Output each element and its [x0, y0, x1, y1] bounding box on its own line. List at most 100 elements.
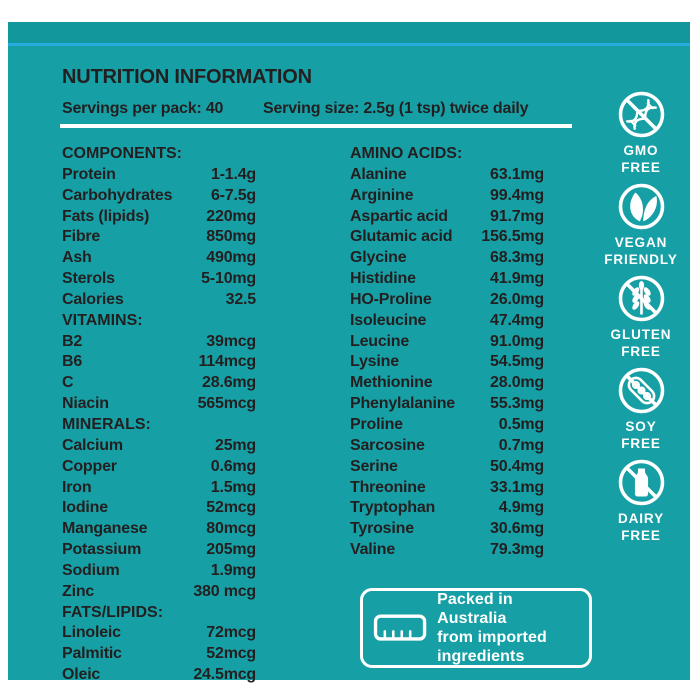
table-row: Tyrosine 30.6mg	[350, 519, 544, 540]
table-row: HO-Proline 26.0mg	[350, 290, 544, 311]
row-value: 850mg	[206, 228, 256, 246]
header-divider	[60, 124, 572, 128]
packed-text: Packed in Australia from imported ingred…	[437, 591, 547, 665]
table-row: MINERALS:	[62, 415, 256, 436]
row-value: 5-10mg	[201, 270, 256, 288]
row-label: Sodium	[62, 561, 120, 579]
row-value: 1.5mg	[210, 478, 256, 496]
badge-label: DAIRY FREE	[617, 511, 664, 543]
row-label: Alanine	[350, 165, 407, 183]
badge-label: GLUTEN FREE	[610, 327, 672, 359]
table-row: Phenylalanine 55.3mg	[350, 394, 544, 415]
badge-label: GMO FREE	[621, 143, 661, 175]
row-value: 0.6mg	[210, 457, 256, 475]
row-label: Phenylalanine	[350, 395, 455, 413]
row-value: 68.3mg	[490, 249, 544, 267]
row-value: 47.4mg	[490, 311, 544, 329]
table-row: Oleic 24.5mcg	[62, 665, 256, 686]
ruler-icon	[373, 614, 427, 641]
row-value: 91.0mg	[490, 332, 544, 350]
row-label: B2	[62, 332, 83, 350]
table-row: Serine 50.4mg	[350, 457, 544, 478]
no-gluten-icon	[618, 275, 664, 322]
row-label: Iodine	[62, 499, 108, 517]
nutrition-table-amino-acids: AMINO ACIDS: Alanine 63.1mg Arginine 99.…	[350, 144, 544, 561]
badge-vegan-friendly: VEGAN FRIENDLY	[592, 182, 690, 268]
row-label: Histidine	[350, 270, 416, 288]
row-label: Protein	[62, 165, 116, 183]
row-label: Methionine	[350, 374, 433, 392]
row-label: Threonine	[350, 478, 426, 496]
row-label: Calories	[62, 290, 124, 308]
page-title: NUTRITION INFORMATION	[62, 66, 312, 88]
row-label: Isoleucine	[350, 311, 427, 329]
badge-gmo-free: GMO FREE	[592, 90, 690, 176]
dietary-badges: GMO FREE VEGAN FRIENDLY	[592, 90, 690, 550]
row-value: 6-7.5g	[210, 186, 256, 204]
table-row: Methionine 28.0mg	[350, 373, 544, 394]
row-label: Calcium	[62, 436, 123, 454]
table-row: Palmitic 52mcg	[62, 644, 256, 665]
row-value: 220mg	[206, 207, 256, 225]
serving-size: Serving size: 2.5g (1 tsp) twice daily	[263, 100, 529, 117]
row-label: Leucine	[350, 332, 410, 350]
table-row: Arginine 99.4mg	[350, 186, 544, 207]
badge-dairy-free: DAIRY FREE	[592, 458, 690, 544]
row-label: Serine	[350, 457, 398, 475]
table-row: Ash 490mg	[62, 248, 256, 269]
row-value: 0.5mg	[498, 415, 544, 433]
row-value: 80mcg	[206, 520, 256, 538]
row-label: Tryptophan	[350, 499, 436, 517]
row-value: 55.3mg	[490, 395, 544, 413]
row-value: 1-1.4g	[210, 165, 256, 183]
table-row: Sterols 5-10mg	[62, 269, 256, 290]
row-label: Sterols	[62, 270, 115, 288]
row-label: COMPONENTS:	[62, 145, 182, 162]
row-label: Linoleic	[62, 624, 121, 642]
row-value: 52mcg	[206, 499, 256, 517]
row-label: AMINO ACIDS:	[350, 145, 463, 162]
row-value: 26.0mg	[490, 290, 544, 308]
row-value: 99.4mg	[490, 186, 544, 204]
table-row: Sarcosine 0.7mg	[350, 436, 544, 457]
row-value: 205mg	[206, 541, 256, 559]
table-row: Fats (lipids) 220mg	[62, 207, 256, 228]
row-label: Proline	[350, 415, 403, 433]
table-row: FATS/LIPIDS:	[62, 603, 256, 624]
table-row: Valine 79.3mg	[350, 540, 544, 561]
row-label: Arginine	[350, 186, 414, 204]
table-row: Lysine 54.5mg	[350, 352, 544, 373]
no-soy-icon	[618, 367, 664, 414]
row-value: 380 mcg	[193, 582, 256, 600]
row-value: 32.5	[225, 290, 257, 308]
row-value: 72mcg	[206, 624, 256, 642]
badge-soy-free: SOY FREE	[592, 366, 690, 452]
top-accent-band	[8, 22, 690, 46]
table-row: Proline 0.5mg	[350, 415, 544, 436]
row-value: 0.7mg	[498, 436, 544, 454]
row-value: 50.4mg	[490, 457, 544, 475]
row-label: Sarcosine	[350, 436, 425, 454]
table-row: Calories 32.5	[62, 290, 256, 311]
row-label: Lysine	[350, 353, 399, 371]
table-row: Tryptophan 4.9mg	[350, 498, 544, 519]
row-label: HO-Proline	[350, 290, 432, 308]
table-row: Copper 0.6mg	[62, 457, 256, 478]
row-label: Manganese	[62, 520, 148, 538]
row-value: 490mg	[206, 249, 256, 267]
no-dairy-icon	[618, 459, 664, 506]
row-label: Tyrosine	[350, 520, 414, 538]
row-label: Palmitic	[62, 645, 122, 663]
row-value: 91.7mg	[490, 207, 544, 225]
table-row: Histidine 41.9mg	[350, 269, 544, 290]
packed-in-australia-box: Packed in Australia from imported ingred…	[360, 588, 592, 668]
table-row: Iodine 52mcg	[62, 498, 256, 519]
row-value: 156.5mg	[481, 228, 544, 246]
table-row: Aspartic acid 91.7mg	[350, 207, 544, 228]
table-row: Alanine 63.1mg	[350, 165, 544, 186]
row-label: Aspartic acid	[350, 207, 448, 225]
row-label: Fibre	[62, 228, 101, 246]
label-panel: NUTRITION INFORMATION Servings per pack:…	[8, 22, 690, 683]
row-label: Valine	[350, 541, 396, 559]
